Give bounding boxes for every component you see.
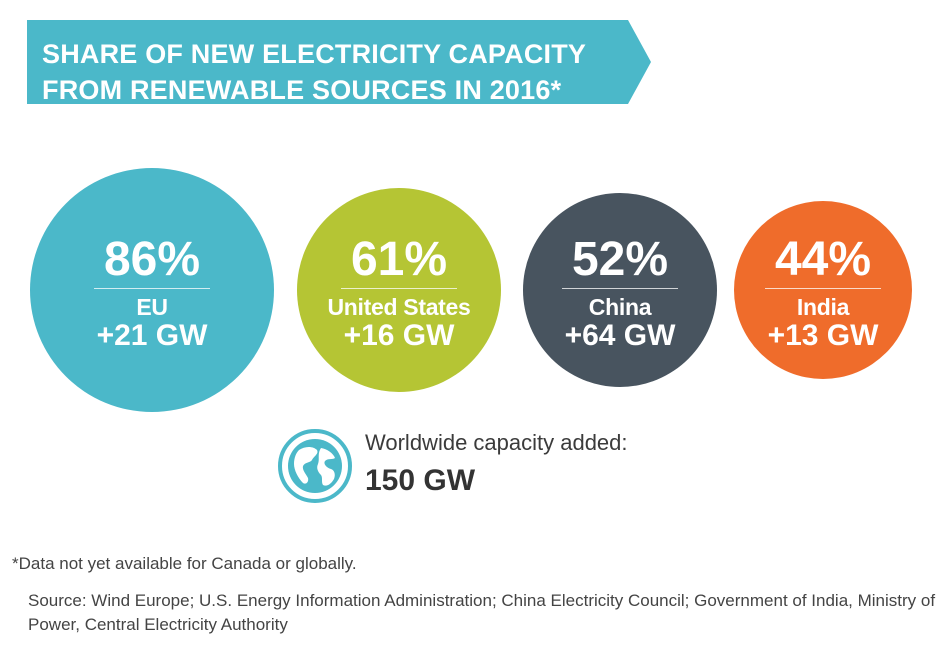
bubble-percentage: 52%: [571, 233, 669, 286]
bubble-region-label: India: [796, 294, 850, 320]
bubble-united-states: 61% United States +16 GW: [297, 188, 501, 392]
bubble-capacity-label: +21 GW: [96, 319, 208, 352]
chart-title-line-2: FROM RENEWABLE SOURCES IN 2016*: [42, 75, 562, 105]
chart-title-line-1: SHARE OF NEW ELECTRICITY CAPACITY: [42, 39, 587, 69]
bubble-capacity-label: +64 GW: [564, 319, 676, 352]
bubble-region-label: EU: [136, 294, 168, 320]
globe-icon: [278, 429, 352, 503]
bubble-percentage: 61%: [350, 233, 448, 286]
bubble-divider: [94, 288, 210, 289]
chart-title: SHARE OF NEW ELECTRICITY CAPACITY FROM R…: [42, 36, 586, 108]
bubble-percentage: 86%: [103, 233, 201, 286]
bubble-capacity-label: +16 GW: [343, 319, 455, 352]
bubble-region-label: United States: [327, 294, 471, 320]
title-banner: [27, 20, 651, 104]
worldwide-label: Worldwide capacity added:: [365, 430, 628, 455]
bubble-divider: [765, 288, 881, 289]
worldwide-value: 150 GW: [365, 464, 476, 497]
bubble-region-label: China: [588, 294, 652, 320]
bubble-eu: 86% EU +21 GW: [30, 168, 274, 412]
bubble-india: 44% India +13 GW: [734, 201, 912, 379]
source-note: Source: Wind Europe; U.S. Energy Informa…: [28, 591, 936, 634]
bubble-divider: [341, 288, 457, 289]
bubble-percentage: 44%: [774, 233, 872, 286]
bubble-china: 52% China +64 GW: [523, 193, 717, 387]
bubble-capacity-label: +13 GW: [767, 319, 879, 352]
footnote: *Data not yet available for Canada or gl…: [12, 554, 357, 573]
bubble-divider: [562, 288, 678, 289]
